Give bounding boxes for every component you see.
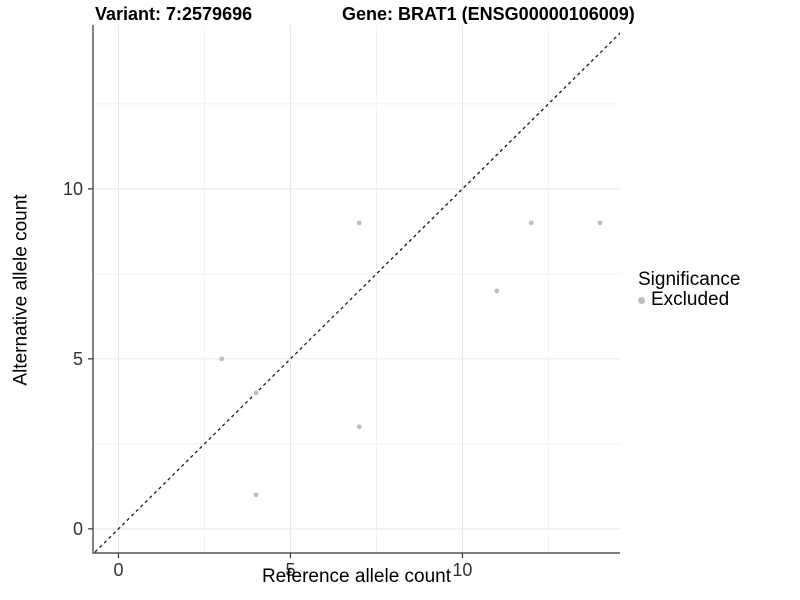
y-axis-title: Alternative allele count bbox=[10, 194, 32, 386]
legend-item-excluded: Excluded bbox=[638, 290, 740, 310]
identity-line bbox=[93, 32, 620, 553]
y-tick-label: 0 bbox=[73, 519, 83, 539]
variant-title: Variant: 7:2579696 bbox=[95, 4, 253, 24]
data-point bbox=[219, 356, 225, 362]
data-point bbox=[356, 424, 362, 430]
excluded-point-icon bbox=[638, 296, 645, 304]
x-tick-label: 0 bbox=[113, 560, 123, 580]
x-tick-label: 5 bbox=[285, 560, 295, 580]
data-point bbox=[494, 288, 500, 294]
data-point bbox=[356, 220, 362, 226]
data-point bbox=[253, 390, 259, 396]
legend-item-label: Excluded bbox=[651, 289, 730, 310]
y-tick-label: 10 bbox=[63, 179, 83, 199]
data-point bbox=[597, 220, 603, 226]
legend-title: Significance bbox=[638, 269, 741, 290]
y-tick-label: 5 bbox=[73, 349, 83, 369]
data-point bbox=[253, 492, 259, 498]
x-axis-title: Reference allele count bbox=[261, 566, 452, 587]
data-point bbox=[528, 220, 534, 226]
legend: Significance Excluded bbox=[638, 269, 740, 310]
x-tick-label: 10 bbox=[452, 560, 472, 580]
gene-title: Gene: BRAT1 (ENSG00000106009) bbox=[342, 4, 635, 24]
